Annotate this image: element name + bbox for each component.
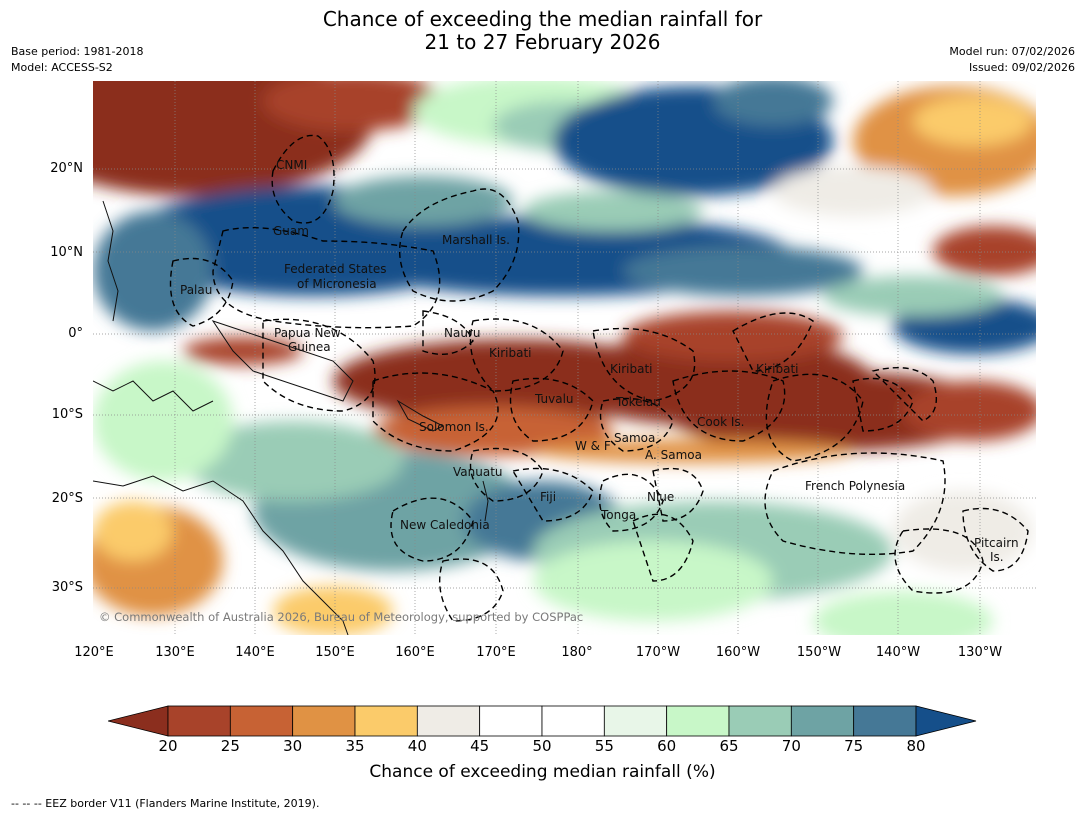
colorbar-high-arrow <box>915 705 977 737</box>
colorbar-tick-55: 55 <box>594 737 614 755</box>
model-run: Model run: 07/02/2026 <box>949 45 1075 58</box>
lon-tick-130w: 130°W <box>957 645 1003 660</box>
lon-tick-150e: 150°E <box>315 645 355 660</box>
label-cook-islands: Cook Is. <box>697 415 745 429</box>
map-svg <box>93 81 1036 635</box>
issued-date: Issued: 09/02/2026 <box>968 61 1075 74</box>
label-kiribati-central: Kiribati <box>610 362 653 376</box>
colorbar-box-75-80 <box>853 705 917 737</box>
colorbar-box-45-50 <box>479 705 543 737</box>
label-cnmi: CNMI <box>276 158 308 172</box>
model-name: Model: ACCESS-S2 <box>11 61 113 74</box>
colorbar-label: Chance of exceeding median rainfall (%) <box>369 762 716 782</box>
label-american-samoa: A. Samoa <box>645 448 702 462</box>
colorbar-tick-70: 70 <box>781 737 801 755</box>
colorbar-box-30-35 <box>292 705 356 737</box>
label-vanuatu: Vanuatu <box>453 465 503 479</box>
lon-tick-140w: 140°W <box>875 645 921 660</box>
lon-tick-180: 180° <box>561 645 593 660</box>
label-marshall-islands: Marshall Is. <box>442 233 510 247</box>
colorbar-box-60-65 <box>666 705 730 737</box>
colorbar-tick-40: 40 <box>407 737 427 755</box>
chart-title: Chance of exceeding the median rainfall … <box>0 8 1085 54</box>
colorbar-tick-35: 35 <box>345 737 365 755</box>
label-palau: Palau <box>180 283 213 297</box>
rainfall-field <box>93 81 1036 635</box>
label-niue: Niue <box>647 490 675 504</box>
lon-tick-160e: 160°E <box>395 645 435 660</box>
colorbar-tick-80: 80 <box>906 737 926 755</box>
title-line-2: 21 to 27 February 2026 <box>424 30 661 54</box>
colorbar-boxes <box>167 705 917 737</box>
meta-right: Model run: 07/02/2026 Issued: 09/02/2026 <box>949 44 1075 76</box>
label-new-caledonia: New Caledonia <box>400 518 490 532</box>
lon-tick-140e: 140°E <box>235 645 275 660</box>
copyright-notice: © Commonwealth of Australia 2026, Bureau… <box>99 610 584 624</box>
title-line-1: Chance of exceeding the median rainfall … <box>322 7 763 31</box>
lat-tick-10n: 10°N <box>50 245 83 260</box>
lon-tick-160w: 160°W <box>715 645 761 660</box>
label-fsm-line2: of Micronesia <box>297 277 377 291</box>
label-png-line1: Papua New <box>274 326 341 340</box>
label-samoa: Samoa <box>614 431 656 445</box>
lon-tick-120e: 120°E <box>74 645 114 660</box>
label-french-polynesia: French Polynesia <box>805 479 906 493</box>
colorbar-box-70-75 <box>790 705 855 737</box>
label-tuvalu: Tuvalu <box>535 392 574 406</box>
colorbar-tick-75: 75 <box>844 737 864 755</box>
label-pitcairn-line1: Pitcairn <box>974 536 1019 550</box>
label-fsm-line1: Federated States <box>284 262 387 276</box>
colorbar-tick-25: 25 <box>220 737 240 755</box>
label-tokelau: Tokelau <box>616 395 661 409</box>
coastlines <box>93 200 489 635</box>
label-solomon-islands: Solomon Is. <box>419 420 489 434</box>
colorbar-box-65-70 <box>728 705 792 737</box>
lon-tick-170w: 170°W <box>635 645 681 660</box>
colorbar-box-25-30 <box>229 705 294 737</box>
label-tonga: Tonga <box>601 508 637 522</box>
base-period: Base period: 1981-2018 <box>11 45 144 58</box>
lat-tick-10s: 10°S <box>51 407 83 422</box>
colorbar-box-20-25 <box>167 705 231 737</box>
eez-borders <box>169 134 1029 622</box>
lon-tick-130e: 130°E <box>155 645 195 660</box>
colorbar-tick-65: 65 <box>719 737 739 755</box>
colorbar <box>108 705 977 737</box>
colorbar-box-55-60 <box>603 705 668 737</box>
lat-tick-20s: 20°S <box>51 491 83 506</box>
colorbar-tick-20: 20 <box>158 737 178 755</box>
meta-left: Base period: 1981-2018 Model: ACCESS-S2 <box>11 44 143 76</box>
lat-tick-20n: 20°N <box>50 161 83 176</box>
label-kiribati-west: Kiribati <box>489 346 532 360</box>
label-fiji: Fiji <box>540 490 557 504</box>
label-nauru: Nauru <box>444 326 481 340</box>
colorbar-tick-50: 50 <box>532 737 552 755</box>
graticule <box>93 81 1036 635</box>
colorbar-box-40-45 <box>416 705 481 737</box>
colorbar-box-50-55 <box>541 705 605 737</box>
eez-footnote: -- -- -- EEZ border V11 (Flanders Marine… <box>11 797 320 810</box>
label-png-line2: Guinea <box>288 340 331 354</box>
colorbar-tick-30: 30 <box>283 737 303 755</box>
colorbar-tick-60: 60 <box>657 737 677 755</box>
label-pitcairn-line2: Is. <box>990 550 1004 564</box>
label-kiribati-east: Kiribati <box>756 362 799 376</box>
colorbar-low-arrow <box>108 705 169 737</box>
colorbar-box-35-40 <box>354 705 418 737</box>
colorbar-tick-45: 45 <box>470 737 490 755</box>
lon-tick-150w: 150°W <box>796 645 842 660</box>
label-guam: Guam <box>273 224 309 238</box>
lat-tick-30s: 30°S <box>51 580 83 595</box>
lat-tick-0: 0° <box>68 326 83 341</box>
label-wallis-futuna: W & F <box>575 439 611 453</box>
rainfall-map: CNMI Guam Marshall Is. Federated States … <box>93 81 1036 635</box>
lon-tick-170e: 170°E <box>476 645 516 660</box>
